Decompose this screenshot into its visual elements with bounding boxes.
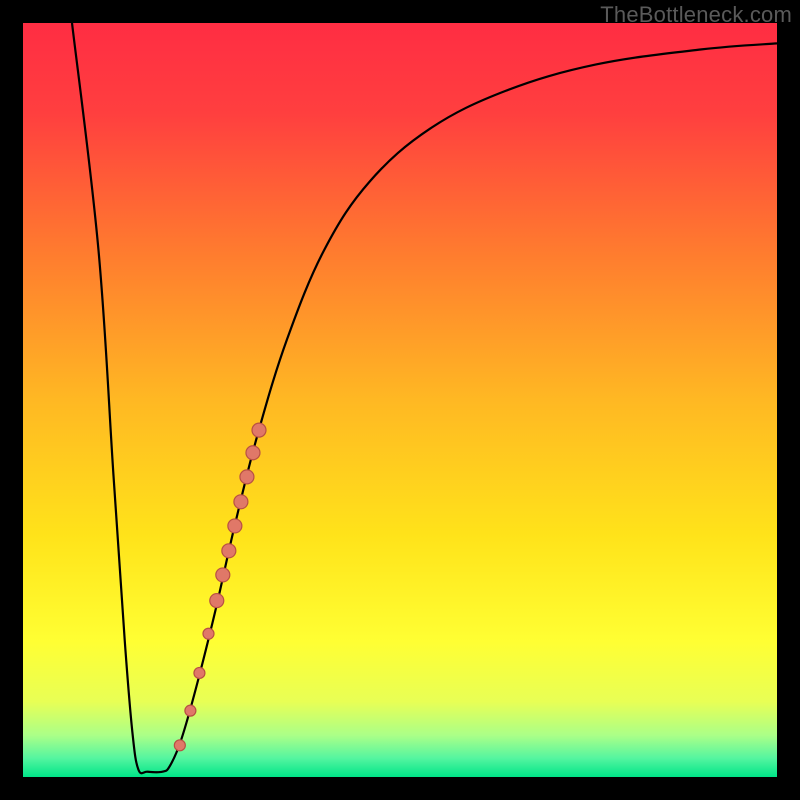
watermark-text: TheBottleneck.com [600, 2, 792, 28]
data-marker [234, 495, 248, 509]
bottleneck-chart [0, 0, 800, 800]
data-marker [185, 705, 196, 716]
data-marker [210, 594, 224, 608]
data-marker [246, 446, 260, 460]
plot-gradient-background [23, 23, 777, 777]
data-marker [252, 423, 266, 437]
data-marker [203, 628, 214, 639]
data-marker [228, 519, 242, 533]
data-marker [216, 568, 230, 582]
data-marker [174, 740, 185, 751]
data-marker [222, 544, 236, 558]
data-marker [240, 470, 254, 484]
data-marker [194, 667, 205, 678]
